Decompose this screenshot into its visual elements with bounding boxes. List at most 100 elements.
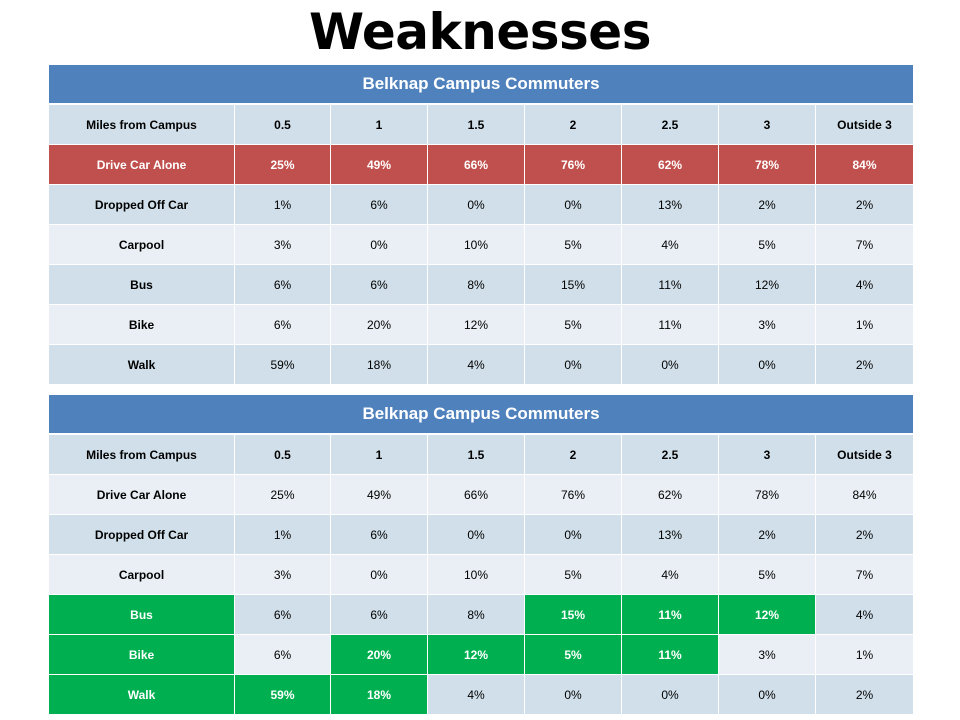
table-cell: 49% xyxy=(330,144,428,185)
table-cell: 18% xyxy=(330,674,428,715)
row-label: Walk xyxy=(48,344,235,385)
table-cell: 4% xyxy=(815,594,914,635)
column-header-distance: Outside 3 xyxy=(815,103,914,145)
table-cell: 0% xyxy=(330,554,428,595)
table-cell: 25% xyxy=(234,144,331,185)
table-row: Bus 6% 6% 8% 15% 11% 12% 4% xyxy=(48,594,914,635)
table-row: Carpool 3% 0% 10% 5% 4% 5% 7% xyxy=(48,224,914,265)
table-cell: 0% xyxy=(427,514,525,555)
table-cell: 66% xyxy=(427,144,525,185)
table-cell: 2% xyxy=(718,514,816,555)
table-cell: 20% xyxy=(330,634,428,675)
table-cell: 59% xyxy=(234,344,331,385)
table-cell: 76% xyxy=(524,474,622,515)
table-cell: 13% xyxy=(621,514,719,555)
table-cell: 0% xyxy=(718,344,816,385)
table-cell: 1% xyxy=(234,514,331,555)
table-cell: 11% xyxy=(621,634,719,675)
column-header-distance: 1 xyxy=(330,433,428,475)
column-header-distance: 0.5 xyxy=(234,433,331,475)
table-cell: 78% xyxy=(718,474,816,515)
table-row: Drive Car Alone 25% 49% 66% 76% 62% 78% 84% xyxy=(48,474,914,515)
row-label: Drive Car Alone xyxy=(48,144,235,185)
commuters-table-1: Belknap Campus Commuters Miles from Campu… xyxy=(48,64,914,385)
table-cell: 15% xyxy=(524,264,622,305)
table-cell: 6% xyxy=(330,184,428,225)
table-cell: 0% xyxy=(524,514,622,555)
table-cell: 76% xyxy=(524,144,622,185)
table-cell: 2% xyxy=(815,514,914,555)
table-row: Bike 6% 20% 12% 5% 11% 3% 1% xyxy=(48,634,914,675)
table-cell: 7% xyxy=(815,224,914,265)
table-cell: 62% xyxy=(621,474,719,515)
row-label: Bus xyxy=(48,264,235,305)
row-label: Carpool xyxy=(48,224,235,265)
table-cell: 0% xyxy=(524,674,622,715)
row-label: Dropped Off Car xyxy=(48,514,235,555)
table-cell: 6% xyxy=(234,594,331,635)
table-cell: 12% xyxy=(718,264,816,305)
table-cell: 5% xyxy=(524,634,622,675)
column-header-distance: 1 xyxy=(330,103,428,145)
table-cell: 11% xyxy=(621,304,719,345)
table-cell: 12% xyxy=(427,634,525,675)
table-cell: 4% xyxy=(427,344,525,385)
column-header-distance: 1.5 xyxy=(427,103,525,145)
table-row: Walk 59% 18% 4% 0% 0% 0% 2% xyxy=(48,344,914,385)
table-cell: 5% xyxy=(524,304,622,345)
table-cell: 7% xyxy=(815,554,914,595)
column-header-label: Miles from Campus xyxy=(48,433,235,475)
row-label: Walk xyxy=(48,674,235,715)
table-heading: Belknap Campus Commuters xyxy=(48,394,914,435)
row-label: Bus xyxy=(48,594,235,635)
table-cell: 8% xyxy=(427,264,525,305)
table-cell: 66% xyxy=(427,474,525,515)
table-row: Drive Car Alone 25% 49% 66% 76% 62% 78% 84% xyxy=(48,144,914,185)
column-header-distance: 3 xyxy=(718,103,816,145)
page-title: Weaknesses xyxy=(309,3,651,61)
column-header-distance: Outside 3 xyxy=(815,433,914,475)
table-cell: 4% xyxy=(621,554,719,595)
column-header-row: Miles from Campus 0.5 1 1.5 2 2.5 3 Outside 3 xyxy=(48,103,914,145)
table-cell: 2% xyxy=(815,674,914,715)
table-row: Bike 6% 20% 12% 5% 11% 3% 1% xyxy=(48,304,914,345)
table-cell: 11% xyxy=(621,594,719,635)
table-cell: 78% xyxy=(718,144,816,185)
table-cell: 13% xyxy=(621,184,719,225)
table-cell: 1% xyxy=(815,304,914,345)
table-cell: 5% xyxy=(718,554,816,595)
table-cell: 6% xyxy=(234,304,331,345)
table-cell: 2% xyxy=(815,184,914,225)
table-cell: 25% xyxy=(234,474,331,515)
table-cell: 12% xyxy=(427,304,525,345)
table-cell: 3% xyxy=(234,554,331,595)
row-label: Drive Car Alone xyxy=(48,474,235,515)
table-heading: Belknap Campus Commuters xyxy=(48,64,914,105)
column-header-distance: 2 xyxy=(524,433,622,475)
table-cell: 8% xyxy=(427,594,525,635)
table-cell: 0% xyxy=(524,344,622,385)
table-row: Dropped Off Car 1% 6% 0% 0% 13% 2% 2% xyxy=(48,184,914,225)
table-cell: 10% xyxy=(427,224,525,265)
table-cell: 3% xyxy=(234,224,331,265)
table-cell: 2% xyxy=(815,344,914,385)
table-cell: 4% xyxy=(621,224,719,265)
table-cell: 0% xyxy=(718,674,816,715)
row-label: Dropped Off Car xyxy=(48,184,235,225)
column-header-distance: 1.5 xyxy=(427,433,525,475)
table-cell: 1% xyxy=(815,634,914,675)
table-cell: 1% xyxy=(234,184,331,225)
table-cell: 62% xyxy=(621,144,719,185)
table-cell: 4% xyxy=(815,264,914,305)
column-header-label: Miles from Campus xyxy=(48,103,235,145)
table-cell: 6% xyxy=(330,594,428,635)
table-cell: 5% xyxy=(718,224,816,265)
table-cell: 12% xyxy=(718,594,816,635)
table-cell: 0% xyxy=(621,344,719,385)
column-header-distance: 0.5 xyxy=(234,103,331,145)
table-row: Carpool 3% 0% 10% 5% 4% 5% 7% xyxy=(48,554,914,595)
row-label: Bike xyxy=(48,634,235,675)
table-cell: 2% xyxy=(718,184,816,225)
table-cell: 10% xyxy=(427,554,525,595)
table-cell: 5% xyxy=(524,224,622,265)
